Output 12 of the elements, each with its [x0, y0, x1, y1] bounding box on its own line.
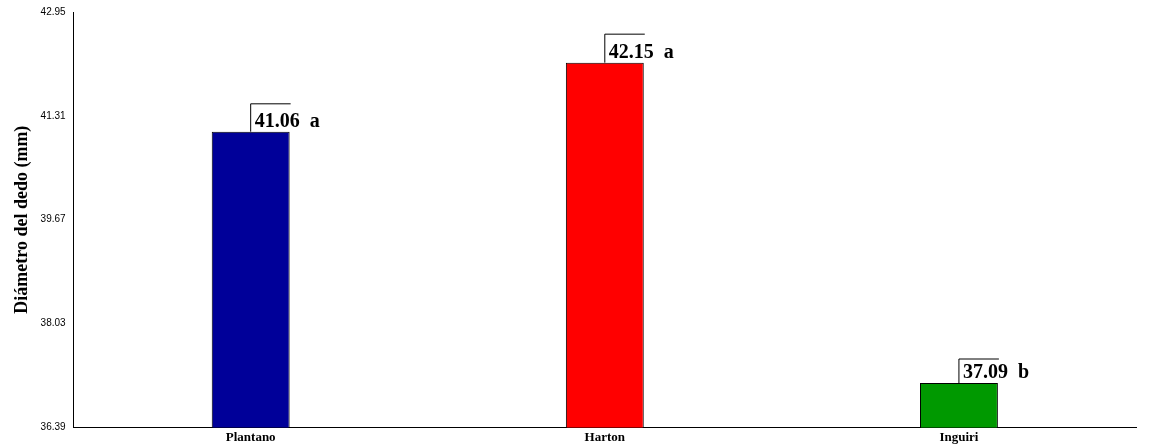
x-tick-label: Inguiri [939, 428, 979, 444]
x-tick-label: Plantano [225, 428, 276, 444]
y-tick-label: 38.03 [40, 317, 67, 329]
y-tick-label: 39.67 [40, 213, 67, 225]
y-tick-label: 41.31 [40, 109, 67, 121]
y-axis-title: Diámetro del dedo (mm) [11, 125, 33, 314]
data-label: 42.15 a [608, 39, 674, 62]
data-label: 37.09 b [962, 360, 1030, 383]
y-tick-label: 36.39 [40, 421, 67, 433]
data-label: 41.06 a [254, 108, 320, 131]
x-tick-label: Harton [584, 428, 626, 444]
y-tick-label: 42.95 [40, 5, 67, 17]
